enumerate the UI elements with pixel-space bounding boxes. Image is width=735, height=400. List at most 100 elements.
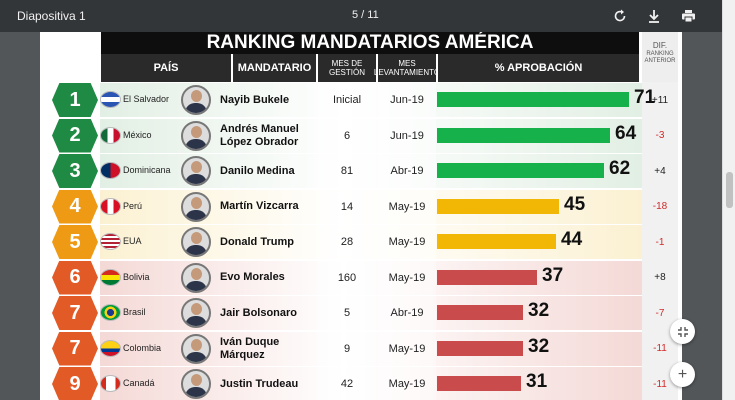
- zoom-in-button[interactable]: +: [670, 362, 695, 387]
- approval-bar: [437, 163, 604, 178]
- country-name: México: [123, 129, 152, 140]
- levantamiento-value: May-19: [378, 260, 436, 295]
- gestion-value: Inicial: [318, 83, 376, 117]
- flag-icon: [100, 91, 121, 108]
- leader-name: Nayib Bukele: [220, 93, 290, 106]
- fit-page-button[interactable]: [670, 319, 695, 344]
- leader-photo: [181, 369, 211, 399]
- approval-bar: [437, 92, 629, 107]
- approval-bar: [437, 234, 556, 249]
- leader-name: Andrés Manuel López Obrador: [220, 122, 299, 148]
- table-row: 7 Brasil Jair Bolsonaro 5 Abr-19 32 -7: [40, 295, 664, 330]
- gestion-value: 28: [318, 225, 376, 259]
- approval-bar: [437, 127, 610, 143]
- approval-bar: [437, 376, 521, 391]
- leader-photo: [181, 191, 211, 222]
- rank-badge: 7: [52, 296, 98, 330]
- pdf-toolbar: Diapositiva 1 5 / 11: [0, 0, 722, 32]
- approval-value: 37: [542, 264, 564, 286]
- dif-value: -3: [655, 130, 665, 141]
- leader-name: Iván Duque Márquez: [220, 335, 280, 361]
- country-name: Brasil: [123, 307, 146, 317]
- flag-icon: [100, 162, 121, 179]
- country-name: Colombia: [123, 342, 162, 353]
- dif-value: +4: [654, 165, 666, 177]
- table-row: 2 México Andrés Manuel López Obrador 6 Jun-19…: [40, 118, 664, 153]
- gestion-value: 160: [318, 260, 376, 295]
- dif-value: -7: [655, 307, 665, 319]
- dif-header: DIF. RANKING ANTERIOR: [642, 32, 678, 82]
- leader-photo: [181, 262, 211, 293]
- table-row: 5 EUA Donald Trump 28 May-19 44 -1: [40, 224, 664, 259]
- approval-value: 32: [528, 300, 550, 321]
- table-row: 3 Dominicana Danilo Medina 81 Abr-19 62 +4: [40, 153, 666, 188]
- header-gestion: MES DE GESTIÓN: [318, 54, 376, 82]
- leader-name: Martín Vizcarra: [220, 200, 299, 212]
- approval-value: 44: [561, 229, 583, 250]
- flag-icon: [100, 339, 121, 357]
- levantamiento-value: May-19: [378, 331, 436, 366]
- levantamiento-value: Abr-19: [378, 296, 436, 330]
- print-icon[interactable]: [679, 7, 697, 25]
- slide-title: RANKING MANDATARIOS AMÉRICA: [101, 32, 639, 54]
- approval-value: 31: [526, 371, 548, 392]
- zoom-in-icon: +: [677, 365, 688, 383]
- approval-value: 45: [564, 193, 586, 215]
- country-name: El Salvador: [123, 94, 170, 104]
- rank-badge: 4: [52, 189, 98, 224]
- rank-badge: 6: [52, 260, 98, 295]
- page-indicator: 5 / 11: [352, 9, 379, 21]
- gestion-value: 14: [318, 189, 376, 224]
- approval-bar: [437, 305, 523, 320]
- leader-name: Jair Bolsonaro: [220, 306, 298, 319]
- download-icon[interactable]: [645, 7, 663, 25]
- dif-value: +11: [651, 94, 669, 106]
- approval-value: 71: [634, 87, 656, 108]
- leader-photo: [181, 156, 211, 186]
- country-name: EUA: [123, 236, 142, 246]
- rank-badge: 3: [52, 154, 98, 188]
- vertical-scrollbar[interactable]: [722, 0, 735, 400]
- gestion-value: 5: [318, 296, 376, 330]
- scrollbar-thumb[interactable]: [726, 172, 733, 208]
- country-name: Canadá: [123, 378, 155, 388]
- gestion-value: 42: [318, 367, 376, 400]
- flag-icon: [100, 304, 121, 321]
- gestion-value: 9: [318, 331, 376, 366]
- rank-badge: 5: [52, 225, 98, 259]
- gestion-value: 81: [318, 154, 376, 188]
- leader-photo: [181, 227, 211, 257]
- dif-value: -18: [652, 201, 668, 212]
- leader-photo: [181, 333, 211, 364]
- dif-value: -11: [653, 378, 667, 390]
- header-levantamiento: MES LEVANTAMIENTO: [374, 54, 440, 82]
- approval-value: 64: [615, 122, 637, 144]
- levantamiento-value: Jun-19: [378, 83, 436, 117]
- header-country: PAÍS: [101, 54, 231, 82]
- flag-icon: [100, 126, 121, 144]
- country-name: Dominicana: [123, 165, 171, 175]
- rotate-icon[interactable]: [611, 7, 629, 25]
- leader-name: Evo Morales: [220, 271, 285, 283]
- leader-photo: [181, 120, 211, 151]
- dif-value: -11: [653, 343, 667, 354]
- approval-bar: [437, 198, 559, 214]
- flag-icon: [100, 197, 121, 215]
- levantamiento-value: Jun-19: [378, 118, 436, 153]
- approval-bar: [437, 269, 537, 285]
- flag-icon: [100, 268, 121, 286]
- leader-photo: [181, 298, 211, 328]
- flag-icon: [100, 233, 121, 250]
- approval-value: 62: [609, 158, 631, 179]
- levantamiento-value: May-19: [378, 367, 436, 400]
- dif-value: -1: [655, 236, 665, 248]
- leader-name: Donald Trump: [220, 235, 294, 248]
- leader-photo: [181, 85, 211, 115]
- header-approval: % APROBACIÓN: [438, 54, 639, 82]
- rank-badge: 7: [52, 331, 98, 366]
- levantamiento-value: Abr-19: [378, 154, 436, 188]
- country-name: Bolivia: [123, 271, 150, 282]
- approval-value: 32: [528, 335, 550, 357]
- table-row: 4 Perú Martín Vizcarra 14 May-19 45 -18: [40, 189, 667, 224]
- dif-value: +8: [654, 272, 666, 283]
